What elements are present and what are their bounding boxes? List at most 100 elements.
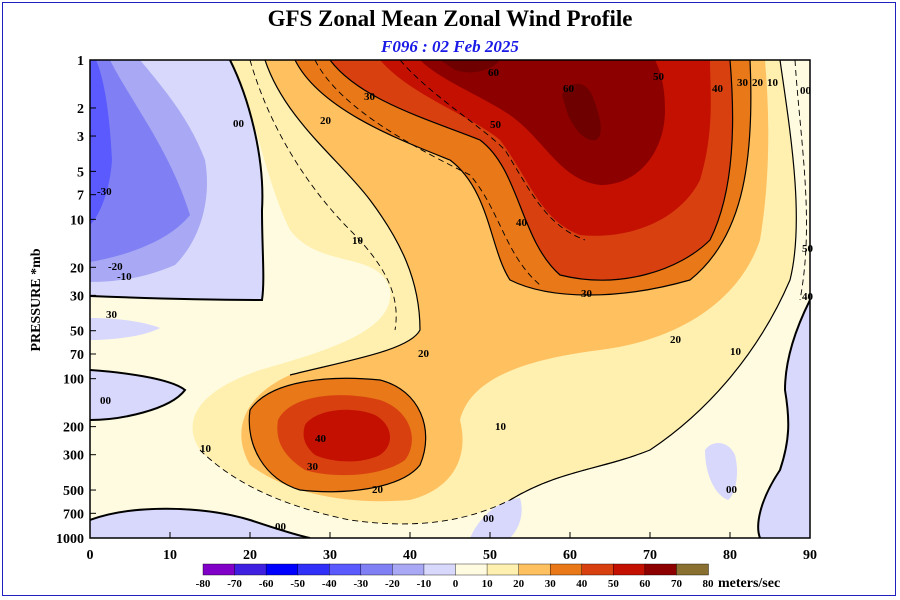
fill-neg-right <box>758 300 810 538</box>
y-tick-label: 3 <box>77 130 84 145</box>
contour-label: 00 <box>726 484 738 496</box>
contour-labels: 60 60 50 50 40 40 30 30 30 20 20 20 10 1… <box>97 67 814 533</box>
y-axis-label: PRESSURE *mb <box>29 248 44 351</box>
colorbar-tick-label: 30 <box>545 578 557 590</box>
fill-neg-right-pocket <box>705 443 738 500</box>
x-tick-label: 90 <box>803 548 817 563</box>
contour-label: 10 <box>352 235 364 247</box>
contour-line-0-surface <box>90 507 311 538</box>
colorbar-swatch <box>486 563 520 576</box>
y-tick-label: 7 <box>77 189 84 204</box>
y-tick-label: 700 <box>63 507 84 522</box>
colorbar-swatch <box>265 563 299 576</box>
colorbar-tick-label: 10 <box>482 578 494 590</box>
y-tick-label: 50 <box>70 325 84 340</box>
fill-neg-20 <box>90 60 190 262</box>
colorbar-tick-label: -40 <box>322 578 337 590</box>
contour-label: -20 <box>108 261 123 273</box>
fill-neg-30 <box>90 60 112 225</box>
contour-label: -10 <box>117 271 132 283</box>
contour-label: 50 <box>653 71 665 83</box>
contour-dash-right <box>794 60 807 301</box>
fill-neg-surface-left <box>90 508 310 538</box>
contour-label: 10 <box>767 77 779 89</box>
x-tick-label: 50 <box>483 548 497 563</box>
colorbar-tick-label: 50 <box>608 578 620 590</box>
y-tick-label: 70 <box>70 348 84 363</box>
contour-label: 00 <box>483 513 495 525</box>
colorbar-swatch <box>613 563 646 576</box>
fill-neg-surface-mid <box>470 498 522 538</box>
x-tick-label: 10 <box>163 548 177 563</box>
fill-60-70 <box>562 83 601 141</box>
contour-line-30 <box>294 60 752 296</box>
colorbar-tick-label: 40 <box>576 578 588 590</box>
contour-label: 20 <box>670 334 682 346</box>
y-tick-label: 300 <box>63 449 84 464</box>
contour-label: 00 <box>800 85 812 97</box>
contour-line-0-left <box>90 60 265 302</box>
colorbar-tick-label: -60 <box>259 578 274 590</box>
contour-label: 40 <box>802 291 814 303</box>
colorbar-swatch <box>392 563 425 576</box>
colorbar-tick-label: 70 <box>671 578 683 590</box>
x-tick-label: 40 <box>403 548 417 563</box>
colorbar-swatch <box>360 563 394 576</box>
y-tick-label: 10 <box>70 213 84 228</box>
x-axis: 0 10 20 30 40 50 60 70 80 90 <box>87 532 817 563</box>
contour-label: 30 <box>307 461 319 473</box>
contour-label: 20 <box>418 348 430 360</box>
fill-40-50-lower <box>303 409 391 462</box>
contour-label: 40 <box>315 433 327 445</box>
colorbar-tick-label: -10 <box>417 578 432 590</box>
contour-dash-5 <box>199 449 651 525</box>
x-tick-label: 20 <box>243 548 257 563</box>
colorbar-swatch <box>423 563 457 576</box>
contour-label: 60 <box>563 83 575 95</box>
x-tick-label: 30 <box>323 548 337 563</box>
contour-label: 00 <box>275 521 287 533</box>
colorbar-tick-label: -70 <box>227 578 242 590</box>
colorbar-swatch <box>329 563 362 576</box>
contour-line-10-right <box>509 60 797 501</box>
plot-area-border <box>89 59 811 539</box>
y-tick-label: 500 <box>63 484 84 499</box>
fill-neg-lower-left <box>90 370 185 420</box>
colorbar-tick-label: -80 <box>196 578 211 590</box>
colorbar-tick-label: 60 <box>639 578 651 590</box>
contour-label: 50 <box>802 243 814 255</box>
y-tick-label: 1 <box>77 54 84 69</box>
contour-line-0-right <box>757 299 810 538</box>
y-tick-label: 20 <box>70 261 84 276</box>
x-tick-label: 0 <box>87 548 94 563</box>
colorbar-tick-label: 20 <box>513 578 525 590</box>
colorbar-swatch <box>202 563 236 576</box>
colorbar-swatch <box>549 563 583 576</box>
contour-label: 00 <box>233 118 245 130</box>
contour-fills <box>90 60 810 538</box>
colorbar-tick-label: 80 <box>703 578 715 590</box>
contour-label: 30 <box>581 288 593 300</box>
y-tick-label: 2 <box>77 102 84 117</box>
contour-label: 50 <box>490 119 502 131</box>
y-tick-label: 100 <box>63 373 84 388</box>
contour-label: 30 <box>106 309 118 321</box>
y-tick-label: 200 <box>63 421 84 436</box>
contour-lines <box>90 60 810 538</box>
contour-label: 10 <box>200 443 212 455</box>
contour-label: -30 <box>97 186 112 198</box>
y-tick-label: 1000 <box>56 532 84 547</box>
contour-label: 30 <box>364 91 376 103</box>
colorbar-tick-label: -20 <box>385 578 400 590</box>
contour-dash-45 <box>399 60 586 241</box>
contour-line-20 <box>264 60 421 376</box>
contour-dash-25 <box>314 60 541 286</box>
fill-neg-blob-left <box>90 318 160 340</box>
colorbar-swatch <box>455 563 488 576</box>
contour-label: 40 <box>516 217 528 229</box>
y-tick-label: 5 <box>77 165 84 180</box>
contour-label: 20 <box>320 115 332 127</box>
contour-label: 20 <box>372 484 384 496</box>
contour-line-0-lower <box>90 369 187 421</box>
